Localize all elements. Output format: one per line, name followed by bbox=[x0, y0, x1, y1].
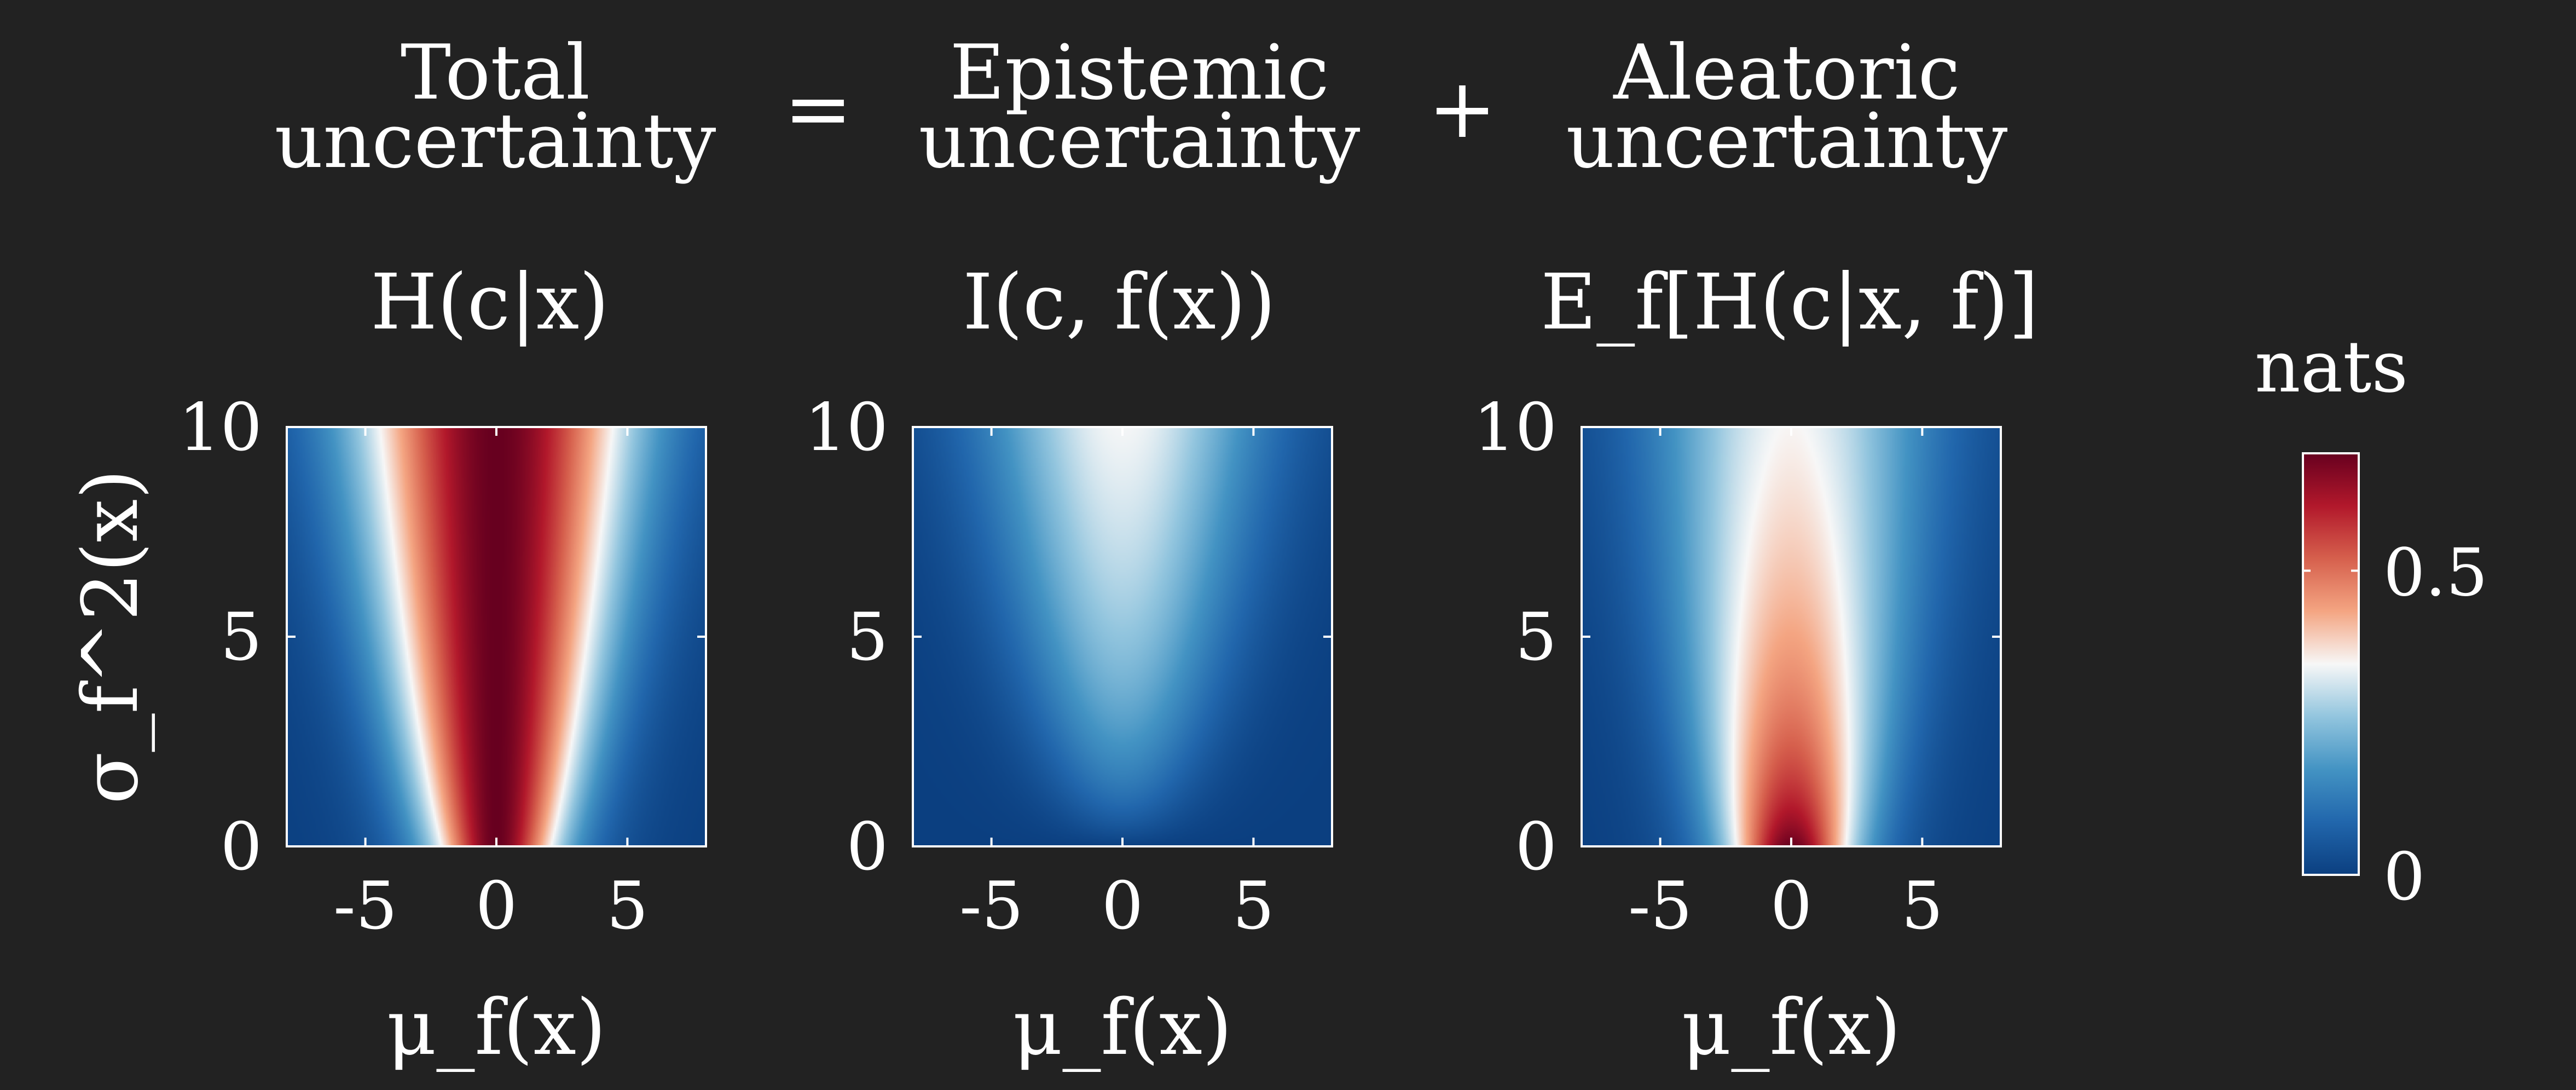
x-tick-label: 5 bbox=[1232, 868, 1274, 944]
y-axis-label: σ_f^2(x) bbox=[66, 469, 155, 804]
panel-title-epistemic-line2: uncertainty bbox=[919, 97, 1361, 185]
colorbar-gradient bbox=[2303, 453, 2359, 875]
equals-sign: = bbox=[784, 61, 853, 157]
y-tick-label: 5 bbox=[221, 599, 262, 676]
x-tick-label: 0 bbox=[1770, 868, 1812, 944]
panel-title-total-line1: Total bbox=[401, 28, 590, 117]
x-tick-label: -5 bbox=[333, 868, 397, 944]
y-tick-label: 0 bbox=[847, 809, 888, 885]
x-tick-label: 5 bbox=[606, 868, 648, 944]
y-tick-label: 10 bbox=[804, 390, 888, 466]
axis-ticks: -5 0 5 0 5 10 -5 0 5 0 5 10 -5 0 5 0 5 10 bbox=[178, 390, 2001, 944]
colorbar-ticks: 00.5 bbox=[2303, 535, 2488, 915]
heatmap-total bbox=[287, 427, 706, 846]
x-tick-label: -5 bbox=[1628, 868, 1692, 944]
panel-title-aleatoric-line2: uncertainty bbox=[1566, 97, 2008, 185]
y-tick-label: 5 bbox=[847, 599, 888, 676]
x-axis-label-aleatoric: μ_f(x) bbox=[1682, 983, 1901, 1072]
panel-title-epistemic-line1: Epistemic bbox=[950, 28, 1329, 117]
heatmap-canvas-wrap-epistemic bbox=[913, 427, 1332, 846]
panel-title-aleatoric-line1: Aleatoric bbox=[1613, 28, 1960, 117]
colorbar: nats 00.5 bbox=[2255, 325, 2488, 915]
x-tick-label: 0 bbox=[1102, 868, 1143, 944]
colorbar-tick-label: 0.5 bbox=[2383, 535, 2488, 611]
heatmap-epistemic bbox=[913, 427, 1332, 846]
panel-title-total-line2: uncertainty bbox=[275, 97, 716, 185]
heatmap-panel-epistemic bbox=[912, 426, 1333, 847]
heatmap-panel-aleatoric bbox=[1581, 426, 2002, 847]
heatmap-canvas-wrap-total bbox=[287, 427, 706, 846]
x-axis-label-total: μ_f(x) bbox=[387, 983, 606, 1072]
y-tick-label: 10 bbox=[1473, 390, 1557, 466]
y-tick-label: 0 bbox=[1515, 809, 1557, 885]
heatmap-canvas-wrap-aleatoric bbox=[1582, 427, 2001, 846]
heatmap-aleatoric bbox=[1582, 427, 2001, 846]
x-tick-label: 0 bbox=[476, 868, 517, 944]
y-tick-label: 0 bbox=[221, 809, 262, 885]
colorbar-tick-label: 0 bbox=[2383, 839, 2425, 915]
y-tick-label: 10 bbox=[178, 390, 262, 466]
heatmap-panel-total bbox=[286, 426, 707, 847]
x-axis-label-epistemic: μ_f(x) bbox=[1013, 983, 1232, 1072]
x-tick-label: -5 bbox=[959, 868, 1023, 944]
panel-formula-epistemic: I(c, f(x)) bbox=[963, 258, 1276, 347]
colorbar-frame bbox=[2302, 452, 2360, 876]
x-tick-label: 5 bbox=[1901, 868, 1943, 944]
plus-sign: + bbox=[1428, 61, 1497, 157]
panel-formula-aleatoric: E_f[H(c|x, f)] bbox=[1541, 258, 2039, 347]
panel-formula-total: H(c|x) bbox=[371, 258, 609, 347]
y-tick-label: 5 bbox=[1515, 599, 1557, 676]
colorbar-title: nats bbox=[2255, 325, 2408, 408]
